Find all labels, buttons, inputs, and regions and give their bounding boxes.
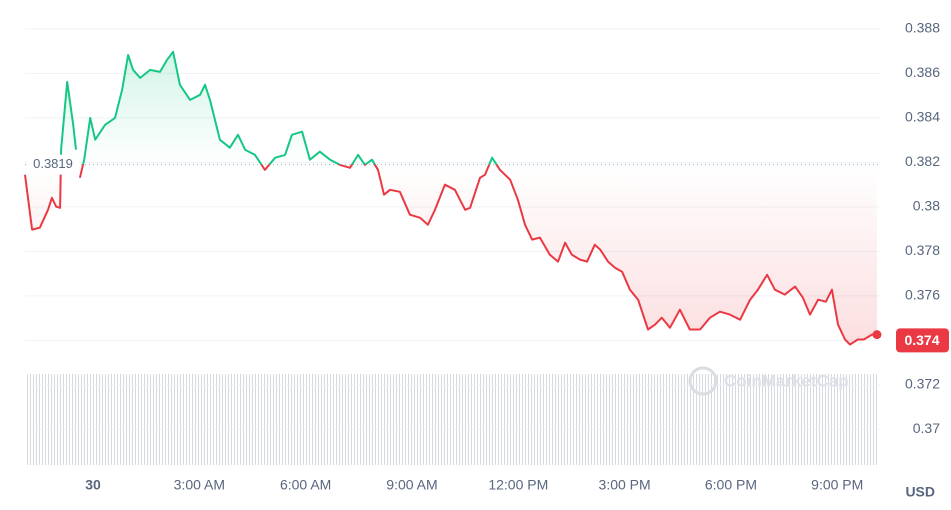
y-tick-label: 0.378	[905, 242, 940, 258]
price-area	[25, 51, 877, 345]
current-price-box	[896, 328, 949, 353]
current-price-label: 0.374	[904, 332, 939, 348]
y-tick-label: 0.376	[905, 287, 940, 303]
baseline-label: 0.3819	[33, 156, 73, 171]
y-tick-label: 0.388	[905, 20, 940, 36]
currency-label: USD	[905, 484, 935, 500]
y-tick-label: 0.384	[905, 109, 940, 125]
x-tick-label: 9:00 PM	[811, 477, 863, 493]
y-tick-label: 0.386	[905, 64, 940, 80]
x-tick-label: 9:00 AM	[386, 477, 437, 493]
x-tick-label: 12:00 PM	[488, 477, 548, 493]
x-tick-label: 6:00 AM	[280, 477, 331, 493]
x-tick-label: 6:00 PM	[705, 477, 757, 493]
price-line	[24, 50, 877, 346]
y-tick-label: 0.372	[905, 376, 940, 392]
x-tick-label: 3:00 AM	[174, 477, 225, 493]
baseline-label-box	[27, 154, 79, 175]
watermark: CoinMarketCap	[688, 366, 849, 396]
y-tick-label: 0.37	[913, 420, 940, 436]
y-tick-label: 0.382	[905, 153, 940, 169]
volume-band	[25, 374, 878, 465]
x-tick-label: 3:00 PM	[599, 477, 651, 493]
x-tick-label: 30	[85, 477, 101, 493]
watermark-text: CoinMarketCap	[724, 371, 849, 390]
last-point	[872, 330, 882, 340]
y-tick-label: 0.38	[913, 198, 940, 214]
